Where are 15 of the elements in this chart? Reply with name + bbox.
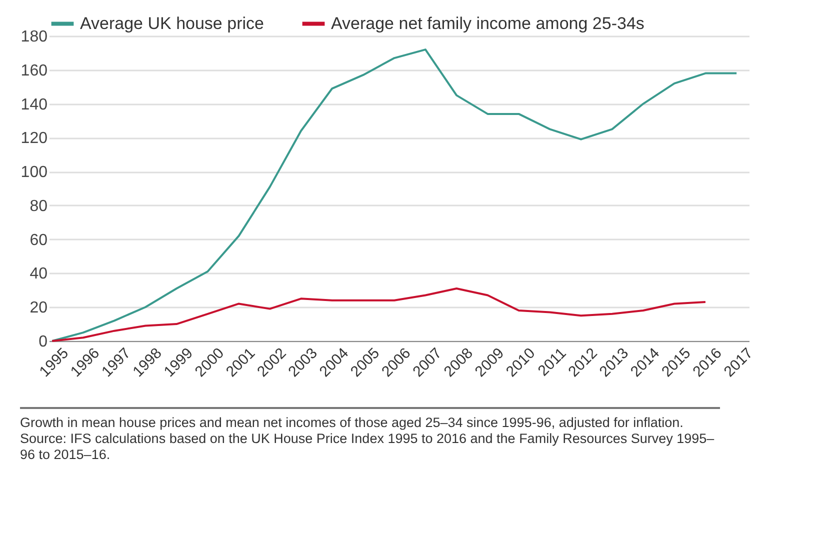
y-tick-label: 180 (20, 28, 48, 46)
y-tick-label: 160 (20, 62, 48, 80)
y-tick-label: 140 (20, 96, 48, 114)
y-tick-label: 20 (30, 300, 48, 317)
y-tick-label: 120 (20, 130, 48, 148)
text: Growth in mean house prices and mean net incomes of those aged 25–34 since 1995-96, adjusted for inflation. Source: IFS calculations based on the UK House Price Index 1995 to 2016 and the Family Resources Survey 1995–96 to 2015–16. (20, 407, 720, 464)
y-tick-label: 60 (30, 232, 48, 249)
y-tick-label: 100 (20, 164, 48, 182)
y-tick-label: 80 (30, 198, 48, 215)
legend-label: Average UK house price (80, 14, 264, 33)
line-series (51, 48, 738, 342)
line-series (51, 287, 706, 342)
legend-label: Average net family income among 25-34s (331, 14, 644, 33)
y-tick-label: 0 (38, 334, 48, 350)
y-tick-label: 40 (30, 266, 48, 283)
